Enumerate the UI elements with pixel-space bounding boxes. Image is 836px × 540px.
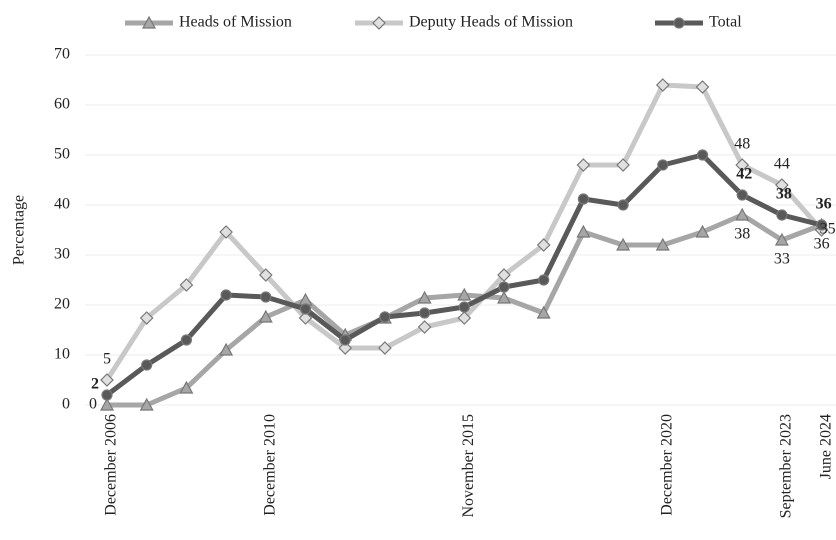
series bbox=[100, 78, 829, 387]
point bbox=[179, 380, 194, 394]
x-tick-label: December 2020 bbox=[658, 414, 675, 516]
data-label: 36 bbox=[816, 196, 832, 213]
point bbox=[497, 268, 511, 282]
point bbox=[457, 287, 472, 301]
point bbox=[695, 80, 710, 94]
point bbox=[139, 311, 154, 325]
data-label: 48 bbox=[734, 136, 750, 153]
point bbox=[379, 311, 391, 323]
point bbox=[774, 232, 789, 246]
point bbox=[536, 305, 551, 319]
point bbox=[180, 334, 192, 346]
point bbox=[655, 237, 670, 251]
y-tick-label: 70 bbox=[54, 46, 70, 63]
y-tick-label: 50 bbox=[54, 146, 70, 163]
point bbox=[616, 158, 630, 172]
point bbox=[498, 281, 510, 293]
point bbox=[139, 397, 154, 411]
point bbox=[220, 289, 232, 301]
data-label: 0 bbox=[89, 396, 97, 413]
legend-label: Total bbox=[709, 14, 742, 31]
y-tick-label: 0 bbox=[62, 396, 70, 413]
data-label: 33 bbox=[774, 251, 790, 268]
y-tick-label: 40 bbox=[54, 196, 70, 213]
point bbox=[179, 278, 194, 292]
y-tick-label: 20 bbox=[54, 296, 70, 313]
x-tick-label: December 2010 bbox=[261, 414, 278, 516]
point bbox=[299, 303, 312, 315]
legend-label: Heads of Mission bbox=[179, 14, 292, 31]
legend-marker bbox=[141, 15, 157, 29]
point bbox=[815, 219, 828, 231]
point bbox=[536, 238, 551, 252]
point bbox=[260, 291, 272, 303]
point bbox=[141, 359, 153, 371]
x-tick-label: December 2006 bbox=[103, 414, 120, 516]
y-tick-label: 10 bbox=[54, 346, 70, 363]
series bbox=[101, 149, 828, 401]
data-label: 35 bbox=[820, 221, 836, 238]
x-tick-label: June 2024 bbox=[817, 414, 834, 479]
point bbox=[378, 341, 392, 355]
point bbox=[458, 301, 470, 313]
x-tick-label: September 2023 bbox=[778, 414, 795, 518]
point bbox=[496, 290, 512, 304]
point bbox=[219, 225, 233, 239]
legend-item: Deputy Heads of Mission bbox=[355, 14, 573, 31]
legend-item: Total bbox=[655, 14, 742, 31]
legend-item: Heads of Mission bbox=[125, 14, 292, 31]
point bbox=[100, 373, 114, 387]
data-label: 42 bbox=[736, 166, 752, 183]
legend-label: Deputy Heads of Mission bbox=[409, 14, 573, 31]
point bbox=[417, 290, 432, 304]
point bbox=[258, 268, 273, 282]
data-label: 2 bbox=[91, 376, 99, 393]
data-label: 38 bbox=[734, 226, 750, 243]
y-tick-label: 60 bbox=[54, 96, 70, 113]
point bbox=[696, 149, 709, 161]
point bbox=[655, 78, 670, 92]
point bbox=[298, 311, 313, 325]
point bbox=[258, 309, 273, 323]
point bbox=[577, 193, 590, 205]
point bbox=[338, 341, 353, 355]
legend-marker bbox=[673, 17, 685, 29]
y-axis-label: Percentage bbox=[11, 195, 28, 265]
point bbox=[657, 159, 669, 171]
point bbox=[576, 158, 591, 172]
point bbox=[576, 224, 591, 238]
data-label: 38 bbox=[776, 186, 792, 203]
data-label: 36 bbox=[814, 236, 830, 253]
point bbox=[735, 207, 750, 221]
y-tick-label: 30 bbox=[54, 246, 70, 263]
point bbox=[617, 199, 629, 211]
point bbox=[419, 307, 431, 319]
x-tick-label: November 2015 bbox=[460, 414, 477, 518]
point bbox=[695, 224, 710, 238]
point bbox=[101, 389, 113, 401]
data-label: 44 bbox=[774, 156, 790, 173]
point bbox=[457, 311, 472, 325]
point bbox=[736, 189, 748, 201]
point bbox=[99, 397, 115, 411]
point bbox=[538, 274, 550, 286]
point bbox=[219, 342, 234, 356]
line bbox=[104, 82, 824, 382]
data-label: 5 bbox=[103, 351, 111, 368]
point bbox=[339, 334, 351, 346]
point bbox=[735, 158, 750, 172]
point bbox=[616, 237, 631, 251]
legend-marker bbox=[372, 16, 386, 30]
point bbox=[776, 209, 788, 221]
point bbox=[775, 178, 789, 192]
point bbox=[417, 320, 432, 334]
